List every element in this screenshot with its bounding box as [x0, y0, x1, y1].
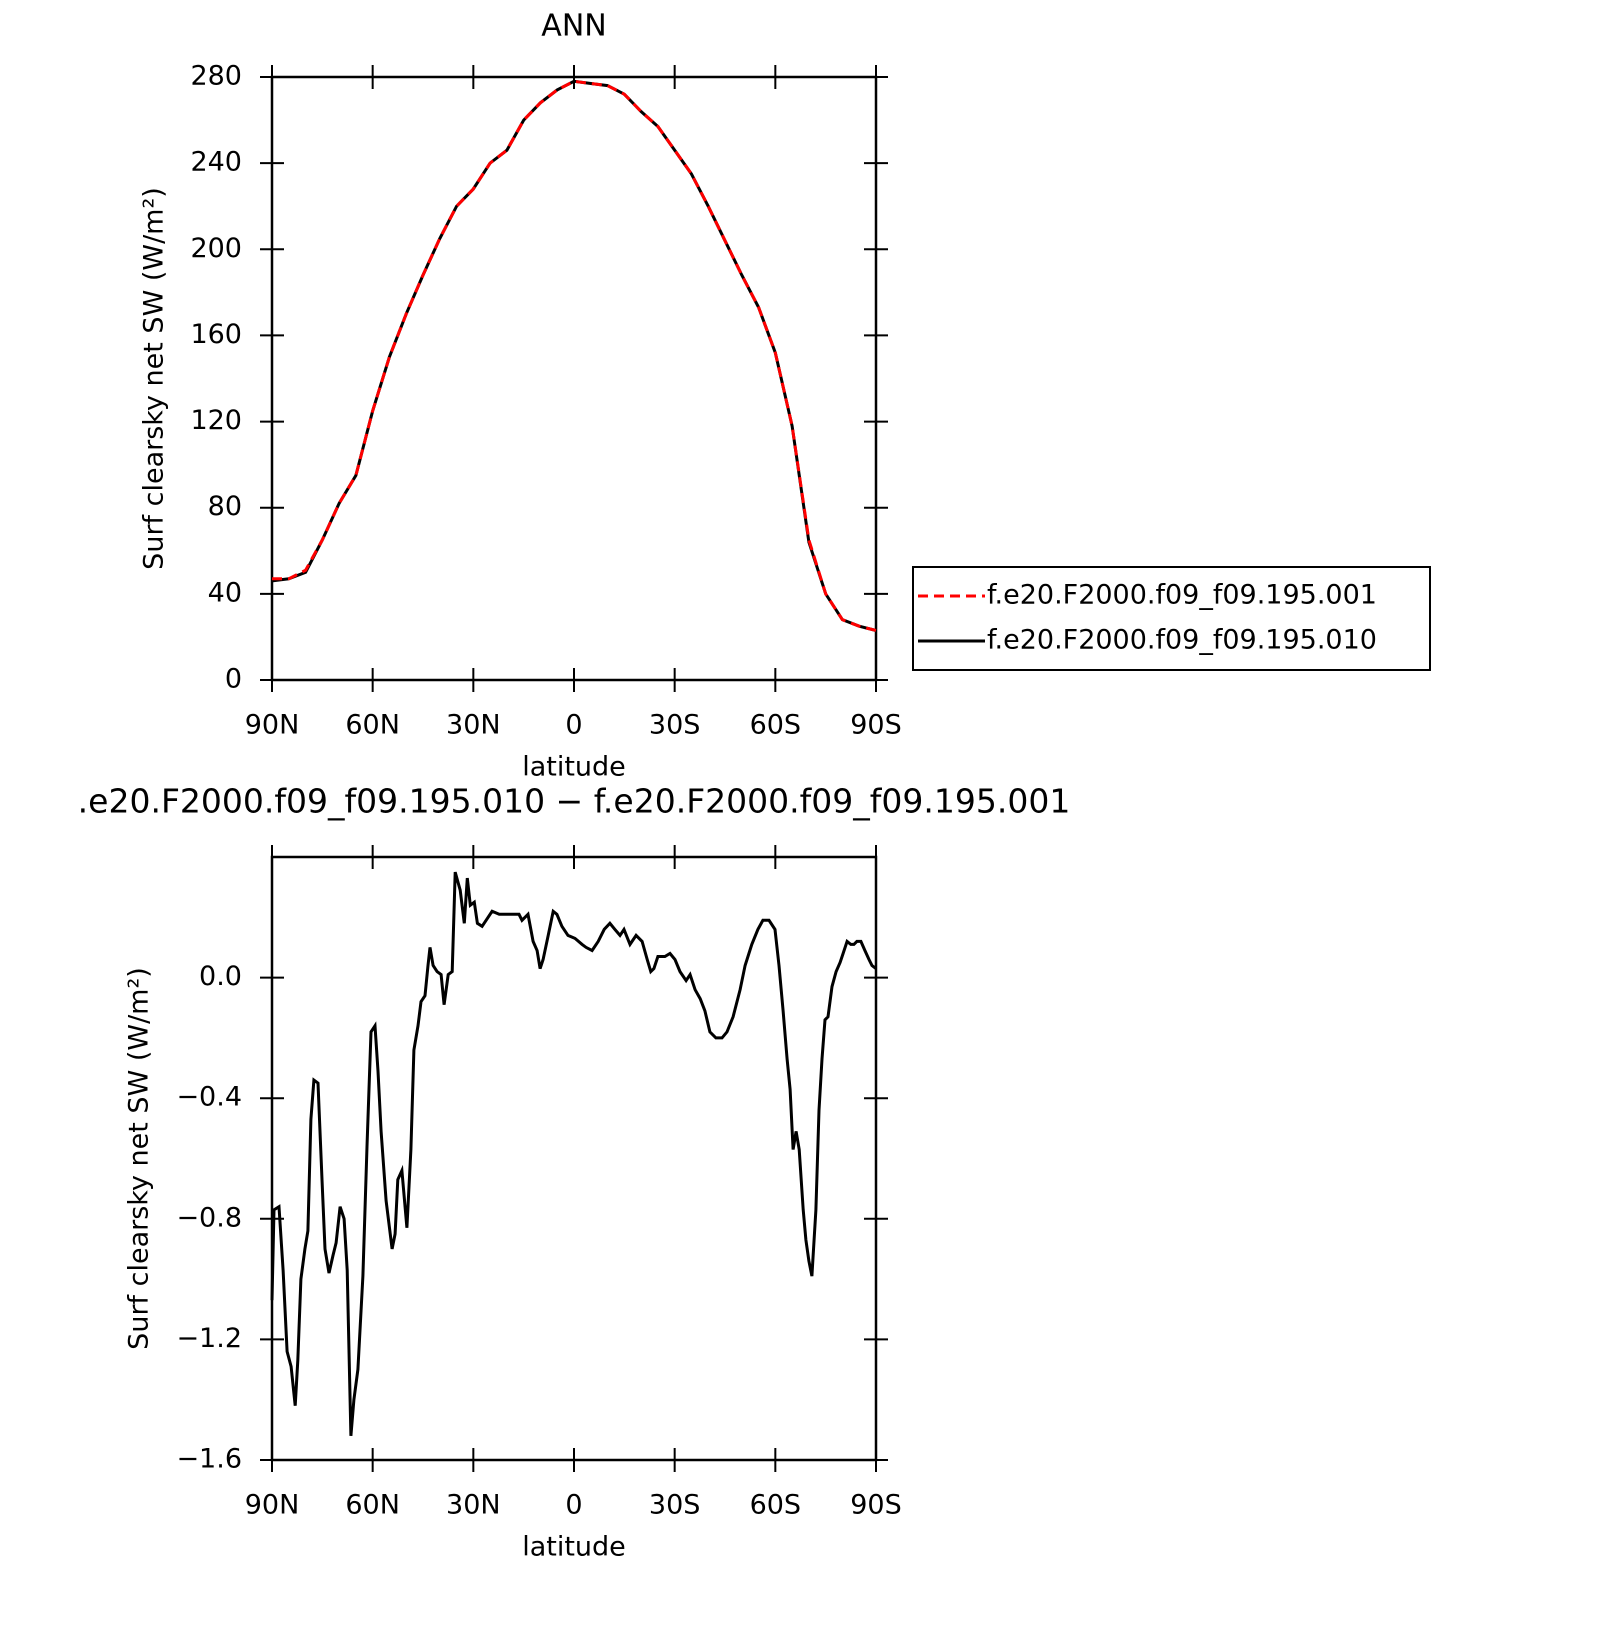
- legend-box: [912, 566, 1431, 671]
- y-tick-label: 280: [190, 61, 242, 92]
- x-tick-label: 30S: [649, 710, 701, 741]
- x-tick-label: 60S: [750, 710, 802, 741]
- x-tick-label: 90N: [245, 1490, 300, 1521]
- y-tick-label: 160: [190, 319, 242, 350]
- y-tick-label: 200: [190, 233, 242, 264]
- x-tick-label: 90N: [245, 710, 300, 741]
- data-line: [272, 79, 877, 632]
- y-tick-label: 80: [208, 491, 242, 522]
- y-axis-label: Surf clearsky net SW (W/m²): [139, 187, 170, 570]
- data-line: [270, 871, 877, 1437]
- x-tick-label: 30N: [446, 710, 501, 741]
- y-tick-label: 120: [190, 405, 242, 436]
- y-tick-label: −0.4: [176, 1082, 242, 1113]
- y-tick-label: 0.0: [199, 961, 242, 992]
- x-tick-label: 30S: [649, 1490, 701, 1521]
- y-tick-label: −1.6: [176, 1444, 242, 1475]
- y-tick-label: 240: [190, 147, 242, 178]
- x-tick-label: 60N: [345, 710, 400, 741]
- x-tick-label: 0: [565, 1490, 582, 1521]
- x-tick-label: 60N: [345, 1490, 400, 1521]
- chart-title: .e20.F2000.f09_f09.195.010 − f.e20.F2000…: [78, 782, 1071, 821]
- y-tick-label: 0: [225, 664, 242, 695]
- data-line: [271, 79, 877, 632]
- x-axis-label: latitude: [522, 752, 626, 783]
- y-axis-label: Surf clearsky net SW (W/m²): [124, 967, 155, 1350]
- chart-title: ANN: [541, 9, 606, 44]
- x-tick-label: 0: [565, 710, 582, 741]
- y-tick-label: −1.2: [176, 1323, 242, 1354]
- x-tick-label: 30N: [446, 1490, 501, 1521]
- x-tick-label: 90S: [850, 710, 902, 741]
- legend-label: f.e20.F2000.f09_f09.195.001: [987, 580, 1377, 611]
- x-tick-label: 90S: [850, 1490, 902, 1521]
- plot-frame: [270, 75, 878, 682]
- legend-label: f.e20.F2000.f09_f09.195.010: [987, 625, 1377, 656]
- y-tick-label: −0.8: [176, 1202, 242, 1233]
- x-tick-label: 60S: [750, 1490, 802, 1521]
- plot-frame: [270, 855, 878, 1462]
- y-tick-label: 40: [208, 577, 242, 608]
- x-axis-label: latitude: [522, 1532, 626, 1563]
